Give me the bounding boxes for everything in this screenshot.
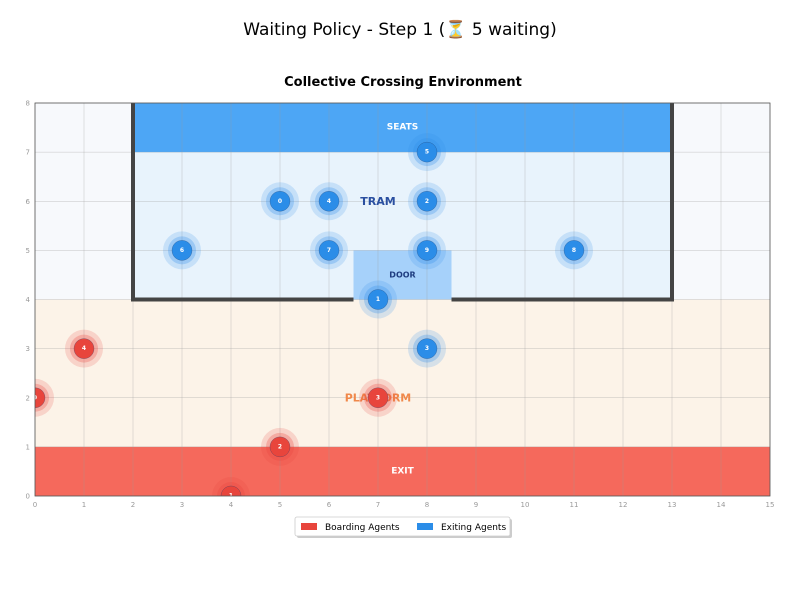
exiting-agent-8-dot xyxy=(563,240,585,261)
boarding-agent-4-label: 4 xyxy=(82,345,86,352)
x-tick-label-2: 2 xyxy=(131,501,135,509)
agents-layer: 0 1 2 3 4 0 1 2 3 4 5 6 7 8 9 xyxy=(33,133,593,500)
y-tick-label-8: 8 xyxy=(26,100,30,108)
exiting-agent-9: 9 xyxy=(408,231,446,270)
exiting-agent-2: 2 xyxy=(408,182,446,221)
y-tick-label-7: 7 xyxy=(26,149,30,157)
exiting-agent-1: 1 xyxy=(359,280,397,319)
boarding-agent-0: 0 xyxy=(33,378,54,417)
chart-title: Collective Crossing Environment xyxy=(284,75,522,90)
exiting-agent-7-label: 7 xyxy=(327,247,331,254)
exiting-agent-2-label: 2 xyxy=(425,198,429,205)
boarding-agent-2-label: 2 xyxy=(278,443,282,450)
x-tick-label-4: 4 xyxy=(229,501,234,509)
exiting-agent-3-dot xyxy=(416,338,438,359)
legend-label-boarding: Boarding Agents xyxy=(325,523,400,533)
exiting-agent-7-dot xyxy=(318,240,340,261)
boarding-agent-2: 2 xyxy=(261,427,299,466)
exiting-agent-4: 4 xyxy=(310,182,348,221)
x-tick-label-13: 13 xyxy=(668,501,677,509)
boarding-agent-1-label: 1 xyxy=(229,493,233,500)
y-tick-label-3: 3 xyxy=(26,345,30,353)
exiting-agent-5-label: 5 xyxy=(425,149,429,156)
exit-zone xyxy=(35,446,770,496)
exiting-agent-4-label: 4 xyxy=(327,198,331,205)
y-tick-label-5: 5 xyxy=(26,247,30,255)
exiting-agent-5: 5 xyxy=(408,133,446,172)
exiting-agent-9-label: 9 xyxy=(425,247,429,254)
door-zone xyxy=(353,250,452,300)
boarding-agent-0-label: 0 xyxy=(33,394,37,401)
y-tick-label-4: 4 xyxy=(26,296,31,304)
boarding-agent-2-dot xyxy=(269,436,291,458)
page-title: Waiting Policy - Step 1 (⏳ 5 waiting) xyxy=(243,19,556,40)
exiting-agent-1-dot xyxy=(367,289,389,310)
platform-zone xyxy=(35,299,770,447)
exiting-agent-4-dot xyxy=(318,191,340,212)
x-tick-label-0: 0 xyxy=(33,501,37,509)
x-tick-label-9: 9 xyxy=(474,501,478,509)
x-tick-label-7: 7 xyxy=(376,501,380,509)
exiting-agent-7: 7 xyxy=(310,231,348,270)
x-tick-label-15: 15 xyxy=(766,501,775,509)
y-tick-label-6: 6 xyxy=(26,198,31,206)
boarding-agent-0-dot xyxy=(35,387,46,408)
x-tick-label-11: 11 xyxy=(570,501,579,509)
plot-frame xyxy=(34,102,771,497)
seats-zone xyxy=(133,103,672,153)
seats-label: SEATS xyxy=(387,123,419,133)
exiting-agent-6: 6 xyxy=(163,231,201,270)
legend-swatch-boarding xyxy=(301,523,317,530)
legend-label-exiting: Exiting Agents xyxy=(441,523,506,533)
exiting-agent-6-dot xyxy=(171,240,193,261)
exiting-agent-8-label: 8 xyxy=(572,247,576,254)
boarding-agent-3-dot xyxy=(367,387,389,408)
exit-label: EXIT xyxy=(391,466,414,476)
exiting-agent-8: 8 xyxy=(555,231,593,270)
x-tick-label-6: 6 xyxy=(327,501,332,509)
exiting-agent-6-label: 6 xyxy=(180,247,184,254)
y-tick-label-2: 2 xyxy=(26,394,30,402)
tram-label: TRAM xyxy=(360,195,395,208)
boarding-agent-1-dot xyxy=(220,485,242,496)
legend-swatch-exiting xyxy=(417,523,433,530)
exiting-agent-3-label: 3 xyxy=(425,345,429,352)
legend: Boarding Agents Exiting Agents xyxy=(294,516,512,538)
x-tick-label-5: 5 xyxy=(278,501,282,509)
door-label: DOOR xyxy=(389,270,415,279)
zones-layer xyxy=(35,103,770,496)
exiting-agent-2-dot xyxy=(416,191,438,212)
boarding-agent-3-label: 3 xyxy=(376,394,380,401)
legend-box xyxy=(294,516,511,537)
exiting-agent-1-label: 1 xyxy=(376,296,380,303)
boarding-agent-4-dot xyxy=(73,338,95,359)
exiting-agent-0-label: 0 xyxy=(278,198,282,205)
exiting-agent-3: 3 xyxy=(408,329,446,368)
boarding-agent-1: 1 xyxy=(212,477,250,500)
exiting-agent-9-dot xyxy=(416,240,438,261)
walls-layer xyxy=(131,103,674,302)
x-tick-label-12: 12 xyxy=(619,501,628,509)
x-tick-label-3: 3 xyxy=(180,501,184,509)
y-tick-label-0: 0 xyxy=(26,493,30,501)
boarding-agent-4: 4 xyxy=(65,329,103,368)
exiting-agent-5-dot xyxy=(416,141,438,163)
x-tick-label-14: 14 xyxy=(717,501,726,509)
boarding-agent-3: 3 xyxy=(359,378,397,417)
exiting-agent-0: 0 xyxy=(261,182,299,221)
y-tick-label-1: 1 xyxy=(26,443,30,451)
x-tick-label-10: 10 xyxy=(521,501,530,509)
x-tick-label-8: 8 xyxy=(425,501,429,509)
exiting-agent-0-dot xyxy=(269,191,291,212)
x-tick-label-1: 1 xyxy=(82,501,86,509)
